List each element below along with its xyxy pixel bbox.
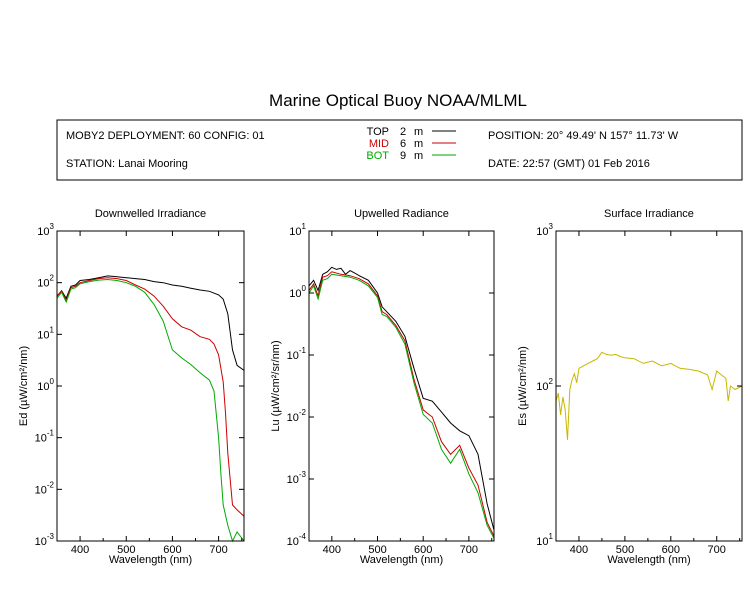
x-tick-label: 500 [368, 544, 386, 556]
y-tick-label: 10-3 [35, 532, 55, 548]
y-tick-label: 10-1 [287, 346, 307, 362]
series-line-top [56, 275, 245, 371]
x-axis-label: Wavelength (nm) [109, 554, 192, 566]
y-axis-label: Ed (µW/cm²/nm) [18, 346, 30, 426]
x-tick-label: 400 [71, 544, 89, 556]
plot-frame [308, 230, 495, 542]
legend-unit: m [414, 150, 423, 162]
chart-title: Downwelled Irradiance [95, 208, 206, 220]
x-tick-label: 400 [570, 544, 588, 556]
station-text: STATION: Lanai Mooring [66, 158, 188, 170]
legend-depth: 2 [400, 126, 406, 138]
legend-name: TOP [367, 126, 389, 138]
x-axis-label: Wavelength (nm) [360, 554, 443, 566]
x-tick-label: 700 [209, 544, 227, 556]
y-axis-label: Es (µW/cm²/nm) [517, 346, 529, 426]
y-tick-label: 100 [37, 377, 54, 393]
figure-title: Marine Optical Buoy NOAA/MLML [269, 91, 527, 110]
series-line-bot [308, 273, 495, 539]
y-tick-label: 10-2 [287, 408, 307, 424]
series-line-bot [56, 278, 245, 543]
date-text: DATE: 22:57 (GMT) 01 Feb 2016 [488, 158, 650, 170]
info-box: MOBY2 DEPLOYMENT: 60 CONFIG: 01 STATION:… [56, 119, 743, 181]
legend-item-bot: BOT 9 m [366, 150, 456, 162]
downwelled-irradiance-chart: Downwelled Irradiance 400 500 600 700 10-3 10-… [18, 208, 245, 566]
y-tick-label: 10-4 [287, 532, 307, 548]
y-tick-label: 100 [289, 284, 306, 300]
legend-depth: 9 [400, 150, 406, 162]
depth-legend: TOP 2 m MID 6 m BOT 9 m [366, 126, 456, 162]
x-tick-label: 400 [323, 544, 341, 556]
x-tick-label: 500 [117, 544, 135, 556]
plot-frame [56, 230, 245, 542]
y-tick-label: 10-2 [35, 480, 55, 496]
y-tick-label: 103 [37, 222, 54, 238]
chart-title: Surface Irradiance [604, 208, 694, 220]
y-tick-label: 101 [536, 532, 553, 548]
x-tick-label: 600 [414, 544, 432, 556]
legend-name: MID [369, 138, 389, 150]
y-tick-label: 101 [289, 222, 306, 238]
plot-frame [555, 230, 743, 542]
series-line-es [555, 351, 743, 440]
y-axis-label: Lu (µW/cm²/sr/nm) [270, 340, 282, 431]
surface-irradiance-chart: Surface Irradiance 400 500 600 700 101 102 103 W… [517, 208, 743, 566]
y-tick-label: 103 [536, 222, 553, 238]
chart-title: Upwelled Radiance [354, 208, 449, 220]
y-tick-label: 10-1 [35, 429, 55, 445]
upwelled-radiance-chart: Upwelled Radiance 400 500 600 700 10-4 10-3 10-… [270, 208, 495, 566]
x-tick-label: 600 [163, 544, 181, 556]
position-text: POSITION: 20° 49.49' N 157° 11.73' W [488, 130, 679, 142]
x-tick-label: 700 [708, 544, 726, 556]
x-axis-label: Wavelength (nm) [607, 554, 690, 566]
y-tick-label: 10-3 [287, 470, 307, 486]
y-tick-label: 102 [536, 377, 553, 393]
x-tick-label: 700 [460, 544, 478, 556]
x-tick-label: 600 [662, 544, 680, 556]
legend-item-top: TOP 2 m [367, 126, 456, 138]
legend-unit: m [414, 126, 423, 138]
x-tick-label: 500 [616, 544, 634, 556]
legend-unit: m [414, 138, 423, 150]
deployment-text: MOBY2 DEPLOYMENT: 60 CONFIG: 01 [66, 130, 265, 142]
series-line-mid [308, 271, 495, 537]
chart-panels: Downwelled Irradiance 400 500 600 700 10-3 10-… [18, 208, 743, 566]
series-line-top [308, 266, 495, 531]
legend-name: BOT [366, 150, 389, 162]
y-tick-label: 102 [37, 274, 54, 290]
series-line-mid [56, 277, 245, 517]
y-tick-label: 101 [37, 325, 54, 341]
legend-item-mid: MID 6 m [369, 138, 456, 150]
legend-depth: 6 [400, 138, 406, 150]
